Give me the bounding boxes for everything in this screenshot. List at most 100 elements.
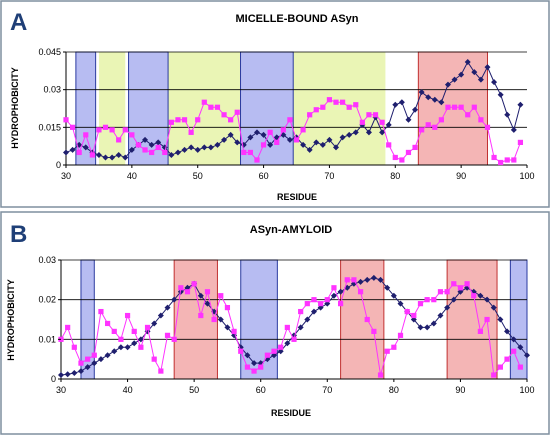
panel-a-point-navy [306,146,313,153]
panel-a-point-navy [339,134,346,141]
panel-a-point-magenta [287,117,293,123]
panel-b-point-navy [197,292,204,299]
panel-b-point-navy [137,336,144,343]
panel-a-point-navy [418,89,425,96]
panel-a-point-navy [444,81,451,88]
panel-a-point-magenta [102,124,109,130]
panel-b-point-magenta [437,289,444,295]
panel-a-point-navy [201,144,208,151]
panel-b-point-magenta [491,372,497,378]
panel-a-ytick-label: 0.03 [43,85,61,95]
panel-b-region-red [173,259,218,380]
panel-a-point-magenta [76,149,82,156]
panel-a-point-magenta [254,157,260,163]
panel-b-point-magenta [497,364,503,370]
panel-b-point-magenta [71,344,77,350]
panel-b-point-magenta [91,352,97,358]
panel-a-point-magenta [504,157,510,163]
panel-b-xtick-label: 100 [519,385,534,395]
panel-a-point-magenta [366,112,372,118]
panel-b-point-magenta [377,372,384,378]
panel-a-xtick-label: 100 [519,171,534,181]
panel-a-point-magenta [425,122,431,128]
panel-b-point-magenta [258,364,264,370]
panel-b-point-magenta [218,293,224,299]
panel-b-point-magenta [397,332,404,338]
panel-b-region-blue [240,259,278,380]
panel-a-point-navy [333,144,340,151]
panel-b-xtick-label: 80 [389,385,399,395]
panel-b-xtick-label: 70 [322,385,332,395]
panel-b-point-navy [390,292,397,299]
panel-a-point-magenta [155,144,161,151]
panel-a-point-navy [471,69,478,76]
panel-a-point-magenta [69,124,76,130]
panel-b-letter: B [10,221,27,248]
panel-b-point-magenta [284,324,290,331]
panel-a-point-navy [431,96,438,103]
panel-a-point-navy [122,154,129,161]
panel-a-point-navy [128,146,135,153]
panel-a-point-magenta [511,157,517,163]
panel-a-regions [75,51,488,166]
panel-b-point-navy [444,304,451,311]
panel-b-point-navy [384,284,391,291]
panel-a-point-navy [425,94,432,101]
panel-a-point-navy [319,141,326,148]
panel-a-point-magenta [280,127,286,133]
panel-b-point-navy [151,320,158,327]
panel-b-point-navy [58,372,64,379]
panel-a-point-navy [148,141,155,148]
panel-a-series-line-navy [65,61,521,159]
panel-a-point-navy [142,136,149,143]
panel-b-point-magenta [271,348,277,354]
panel-a-point-magenta [168,119,174,125]
panel-b-point-magenta [324,297,330,303]
panel-a-xtick-label: 30 [61,171,71,181]
panel-b-series-line-magenta [60,279,521,377]
panel-b-point-magenta [511,348,517,354]
panel-a-point-navy [207,144,214,151]
panel-b-point-magenta [504,356,510,362]
panel-b-point-navy [244,352,251,359]
panel-b-point-magenta [351,277,357,283]
panel-b-point-magenta [98,308,104,315]
panel-b-point-magenta [191,281,197,287]
panel-a-point-magenta [320,104,326,110]
panel-b-point-navy [224,324,231,331]
panel-a-point-magenta [451,104,458,110]
panel-b-point-navy [484,296,491,303]
panel-a-point-navy [95,151,102,158]
panel-a-xtick-label: 70 [324,171,334,181]
panel-b-point-magenta [291,336,297,342]
panel-b-point-magenta [304,301,310,307]
panel-a-region-blue [240,51,294,166]
panel-b-point-magenta [371,328,377,334]
panel-b-point-navy [497,316,504,323]
panel-b-yticks: 0 0.01 0.02 0.03 [38,255,61,384]
panel-b-point-magenta [318,301,324,307]
panel-a-point-navy [214,141,221,148]
panel-b-point-navy [490,304,497,311]
panel-b-point-magenta [251,368,257,374]
panel-a-point-navy [227,131,234,138]
panel-a-point-magenta [201,99,207,105]
panel-a-point-navy [392,101,399,108]
panel-b-point-magenta [124,312,131,319]
panel-b-point-navy [524,352,530,359]
panel-b-point-navy [157,312,164,319]
panel-b-xtick-label: 40 [123,385,133,395]
panel-b-point-magenta [231,328,237,334]
panel-a-ytick-label: 0 [56,160,61,170]
panel-b-point-magenta [138,344,144,350]
panel-a-point-navy [412,106,419,113]
panel-a-xtick-label: 50 [193,171,203,181]
panel-a-point-navy [451,76,458,83]
panel-a-point-magenta [399,157,405,163]
panel-a-point-navy [398,99,405,106]
panel-a-point-magenta [340,99,346,105]
panel-a-point-magenta [419,127,425,133]
panel-b-point-magenta [411,312,417,319]
panel-a-point-magenta [372,112,379,118]
